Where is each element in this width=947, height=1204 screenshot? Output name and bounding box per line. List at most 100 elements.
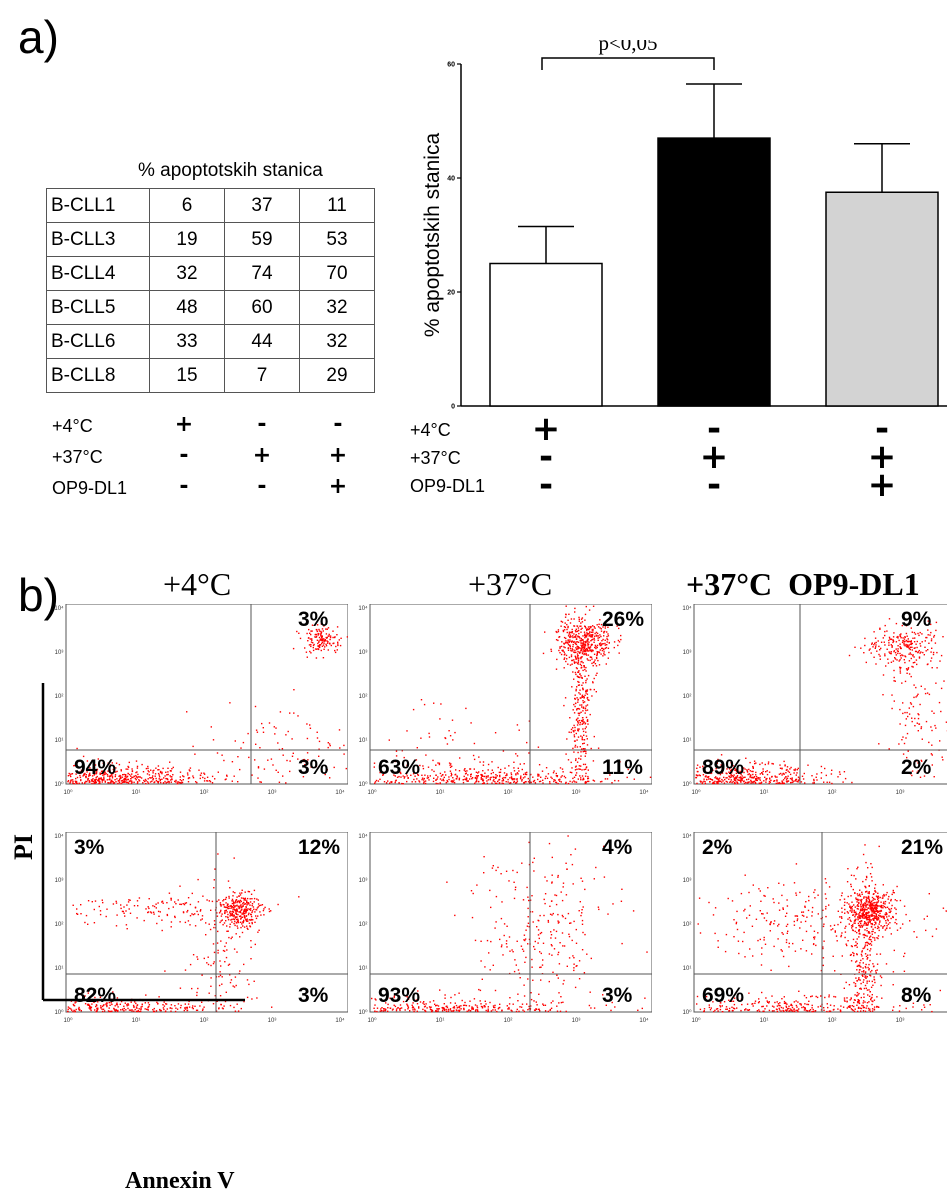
table-condition-symbol: +	[328, 443, 348, 468]
table-condition-label: +37°C	[52, 447, 103, 467]
row-label: B-CLL8	[46, 358, 150, 393]
x-tick-label: 10²	[504, 790, 513, 796]
y-tick-label: 10⁰	[54, 1009, 64, 1016]
table-cell: 48	[149, 290, 225, 325]
event-dots	[371, 835, 648, 1013]
x-tick-label: 10²	[828, 790, 837, 796]
quadrant-lr-percent: 11%	[602, 756, 643, 779]
y-tick-label: 10⁴	[358, 605, 368, 612]
bar-condition-symbol: +	[699, 437, 729, 477]
bar-condition-label: OP9-DL1	[410, 476, 486, 496]
plot-frame	[65, 832, 348, 1013]
quadrant-ll-percent: 89%	[702, 756, 745, 779]
table-condition-label: +4°C	[52, 416, 93, 436]
x-tick-label: 10³	[896, 790, 905, 796]
y-tick-label: 10¹	[55, 738, 64, 744]
quadrant-ur-percent: 4%	[602, 836, 633, 859]
x-tick-label: 10³	[572, 790, 581, 796]
x-tick-label: 10¹	[436, 790, 445, 796]
y-tick-label: 10²	[55, 694, 64, 700]
quadrant-ur-percent: 12%	[298, 836, 341, 859]
bar-condition-label: +37°C	[410, 448, 461, 468]
table-row: B-CLL3 19 59 53	[46, 222, 375, 257]
x-tick-label: 10¹	[436, 1018, 445, 1024]
y-tick-label: 10³	[683, 878, 692, 884]
event-dots	[695, 612, 947, 785]
x-tick-label: 10⁴	[335, 789, 345, 796]
y-tick-label: 10⁴	[682, 605, 692, 612]
y-tick-label: 10⁰	[682, 781, 692, 788]
plot-frame	[693, 604, 947, 785]
quadrant-lr-percent: 2%	[901, 756, 932, 779]
table-condition-symbol: +	[328, 474, 348, 499]
x-tick-label: 10³	[268, 1018, 277, 1024]
table-condition-symbol: +	[174, 412, 194, 437]
row-label: B-CLL6	[46, 324, 150, 359]
x-tick-label: 10²	[200, 790, 209, 796]
quadrant-lr-percent: 3%	[298, 984, 329, 1007]
table-cell: 6	[149, 188, 225, 223]
table-cell: 32	[149, 256, 225, 291]
event-dots	[67, 853, 300, 1013]
x-tick-label: 10⁰	[63, 1017, 73, 1024]
y-tick-label: 10⁰	[358, 781, 368, 788]
y-tick-label: 10³	[683, 650, 692, 656]
table-cell: 11	[299, 188, 375, 223]
y-tick-label: 10³	[359, 878, 368, 884]
row-label: B-CLL1	[46, 188, 150, 223]
quadrant-ur-percent: 9%	[901, 608, 932, 631]
y-tick-label: 10⁴	[54, 833, 64, 840]
table-header: % apoptotskih stanica	[138, 160, 323, 181]
y-tick-label: 10⁰	[682, 1009, 692, 1016]
y-tick-label: 10²	[55, 922, 64, 928]
y-tick-label: 60	[447, 62, 455, 69]
quadrant-ul-percent: 3%	[74, 836, 105, 859]
table-cell: 44	[224, 324, 300, 359]
event-dots	[696, 844, 947, 1013]
bar-condition-symbol: -	[538, 465, 554, 505]
y-tick-label: 10³	[359, 650, 368, 656]
x-tick-label: 10²	[828, 1018, 837, 1024]
table-cell: 32	[299, 324, 375, 359]
y-tick-label: 10³	[55, 878, 64, 884]
y-tick-label: 10²	[359, 694, 368, 700]
y-tick-label: 10¹	[359, 738, 368, 744]
x-tick-label: 10²	[200, 1018, 209, 1024]
y-tick-label: 10³	[55, 650, 64, 656]
y-tick-label: 10¹	[55, 966, 64, 972]
x-tick-label: 10³	[896, 1018, 905, 1024]
x-tick-label: 10¹	[132, 1018, 141, 1024]
x-tick-label: 10⁴	[335, 1017, 345, 1024]
quadrant-lr-percent: 8%	[901, 984, 932, 1007]
x-tick-label: 10²	[504, 1018, 513, 1024]
y-tick-label: 0	[451, 404, 455, 411]
row-label: B-CLL3	[46, 222, 150, 257]
x-tick-label: 10⁴	[639, 1017, 649, 1024]
y-tick-label: 10⁴	[358, 833, 368, 840]
quadrant-ul-percent: 2%	[702, 836, 733, 859]
y-tick-label: 10²	[359, 922, 368, 928]
bar	[489, 262, 603, 407]
bar	[825, 191, 939, 407]
x-tick-label: 10⁰	[63, 789, 73, 796]
plot-frame	[369, 832, 652, 1013]
x-tick-label: 10³	[268, 790, 277, 796]
y-tick-label: 40	[447, 176, 455, 183]
table-condition-symbol: -	[333, 412, 343, 437]
table-cell: 29	[299, 358, 375, 393]
y-tick-label: 10⁰	[54, 781, 64, 788]
column-title-37c: +37°C	[468, 566, 553, 602]
table-cell: 15	[149, 358, 225, 393]
x-tick-label: 10⁴	[639, 789, 649, 796]
quadrant-ll-percent: 93%	[378, 984, 421, 1007]
column-title-4c: +4°C	[163, 566, 232, 602]
column-title-37c-op9: +37°C OP9-DL1	[686, 566, 920, 602]
panel-a-letter: a)	[18, 11, 59, 63]
y-tick-label: 10¹	[683, 966, 692, 972]
table-row: B-CLL8 15 7 29	[46, 358, 375, 393]
plot-frame	[369, 604, 652, 785]
y-tick-label: 10⁴	[54, 605, 64, 612]
row-label: B-CLL5	[46, 290, 150, 325]
